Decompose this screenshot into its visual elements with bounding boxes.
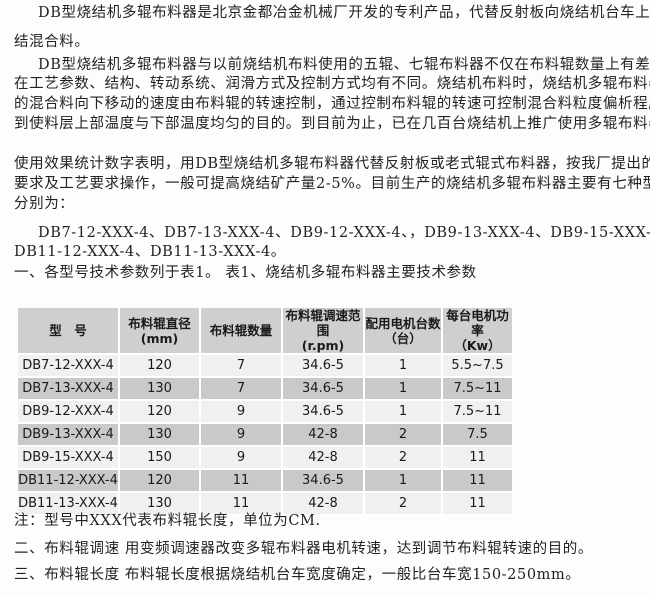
table-cell: DB7-13-XXX-4: [18, 376, 120, 400]
model-list-line: DB7-12-XXX-4、DB7-13-XXX-4、DB9-12-XXX-4、，…: [38, 225, 650, 241]
table-row: DB9-12-XXX-4 120 9 34.6-5 1 7.5~11: [18, 399, 512, 423]
paragraph-line: 要求及工艺要求操作，一般可提高烧结矿产量2-5%。目前生产的烧结机多辊布料器主要…: [14, 176, 650, 192]
table-cell: 42-8: [282, 445, 365, 469]
table-cell: DB9-12-XXX-4: [18, 399, 120, 423]
paragraph-line: 使用效果统计数字表明，用DB型烧结机多辊布料器代替反射板或老式辊式布料器，按我厂…: [14, 156, 650, 172]
table-cell: 130: [119, 376, 201, 400]
section-heading: 一、各型号技术参数列于表1。 表1、烧结机多辊布料器主要技术参数: [14, 265, 477, 281]
table-cell: 7: [200, 376, 283, 400]
table-cell: 120: [119, 353, 201, 377]
section-speed: 二、布料辊调速 用变频调速器改变多辊布料器电机转速，达到调节布料辊转速的目的。: [14, 541, 594, 557]
table-row: DB11-12-XXX-4 120 11 34.6-5 1 11: [18, 468, 512, 492]
tech-params-table: 型 号 布料辊直径 (mm) 布料辊数量 布料辊调速范围 (r.pm) 配用电机台数…: [18, 308, 512, 514]
table-row: DB7-13-XXX-4 130 7 34.6-5 1 7.5~11: [18, 376, 512, 400]
table-header-row: 型 号 布料辊直径 (mm) 布料辊数量 布料辊调速范围 (r.pm) 配用电机台数…: [18, 308, 512, 354]
paragraph-line: DB型烧结机多辊布料器与以前烧结机布料使用的五辊、七辊布料器不仅在布料辊数量上有…: [38, 57, 650, 73]
table-cell: 1: [364, 468, 443, 492]
header-count: 布料辊数量: [200, 308, 283, 354]
table-cell: 1: [364, 353, 443, 377]
table-cell: 42-8: [282, 422, 365, 446]
paragraph-line: 结混合料。: [14, 34, 90, 50]
paragraph-line: 分别为：: [14, 196, 75, 212]
table-cell: 1: [364, 376, 443, 400]
table-cell: DB7-12-XXX-4: [18, 353, 120, 377]
table-cell: 42-8: [282, 491, 365, 514]
table-cell: 9: [200, 422, 283, 446]
table-row: DB9-13-XXX-4 130 9 42-8 2 7.5: [18, 422, 512, 446]
table-cell: DB9-13-XXX-4: [18, 422, 120, 446]
table-cell: DB11-12-XXX-4: [18, 468, 120, 492]
table-cell: 7.5~11: [442, 376, 512, 400]
header-speed: 布料辊调速范围 (r.pm): [282, 308, 365, 354]
table-cell: DB9-15-XXX-4: [18, 445, 120, 469]
table-cell: 2: [364, 491, 443, 514]
header-diameter: 布料辊直径 (mm): [119, 308, 201, 354]
table-note: 注：型号中XXX代表布料辊长度，单位为CM.: [14, 513, 321, 529]
header-model: 型 号: [18, 308, 120, 354]
table-cell: 34.6-5: [282, 376, 365, 400]
table-cell: 11: [442, 468, 512, 492]
table-cell: 2: [364, 422, 443, 446]
table-cell: 7.5: [442, 422, 512, 446]
table-cell: 9: [200, 445, 283, 469]
table-cell: 34.6-5: [282, 399, 365, 423]
table-cell: 120: [119, 468, 201, 492]
paragraph-line: 到使料层上部温度与下部温度均匀的目的。到目前为止，已在几百台烧结机上推广使用多辊…: [14, 116, 650, 132]
paragraph-line: DB型烧结机多辊布料器是北京金都冶金机械厂开发的专利产品，代替反射板向烧结机台车…: [38, 5, 650, 21]
table-cell: 2: [364, 445, 443, 469]
table-cell: 7: [200, 353, 283, 377]
header-motors: 配用电机台数 （台）: [364, 308, 443, 354]
paragraph-line: 的混合料向下移动的速度由布料辊的转速控制，通过控制布料辊的转速可控制混合料粒度偏…: [14, 96, 650, 112]
section-length: 三、布料辊长度 布料辊长度根据烧结机台车宽度确定，一般比台车宽150-250mm…: [14, 567, 581, 583]
table-cell: 34.6-5: [282, 353, 365, 377]
table-row: DB11-13-XXX-4 130 11 42-8 2 11: [18, 491, 512, 514]
table-cell: 11: [200, 491, 283, 514]
table-cell: 130: [119, 491, 201, 514]
table-cell: 1: [364, 399, 443, 423]
table-cell: 150: [119, 445, 201, 469]
table-cell: 9: [200, 399, 283, 423]
table-cell: 120: [119, 399, 201, 423]
table-cell: 34.6-5: [282, 468, 365, 492]
table-row: DB9-15-XXX-4 150 9 42-8 2 11: [18, 445, 512, 469]
table-cell: 11: [200, 468, 283, 492]
header-power: 每台电机功率 （Kw）: [442, 308, 512, 354]
table-cell: 11: [442, 491, 512, 514]
table-cell: 7.5~11: [442, 399, 512, 423]
table-cell: 11: [442, 445, 512, 469]
paragraph-line: 在工艺参数、结构、转动系统、润滑方式及控制方式均有不同。烧结机布料时，烧结机多辊…: [14, 76, 650, 92]
model-list-line: DB11-12-XXX-4、DB11-13-XXX-4。: [14, 244, 286, 260]
table-row: DB7-12-XXX-4 120 7 34.6-5 1 5.5~7.5: [18, 353, 512, 377]
table-cell: 130: [119, 422, 201, 446]
table-cell: 5.5~7.5: [442, 353, 512, 377]
table-cell: DB11-13-XXX-4: [18, 491, 120, 514]
